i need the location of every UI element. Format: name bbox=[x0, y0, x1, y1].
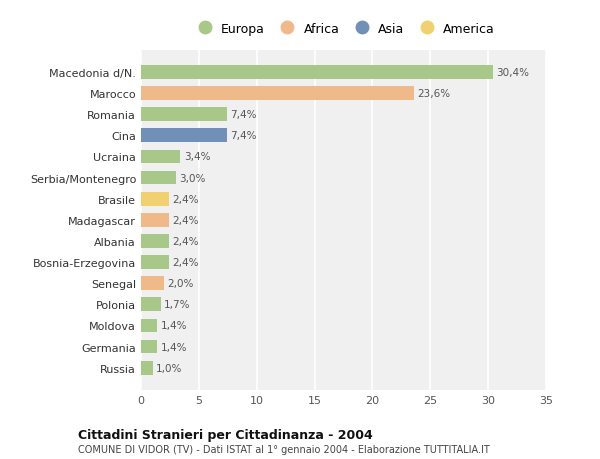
Bar bbox=[141, 361, 152, 375]
Bar bbox=[141, 192, 169, 206]
Text: 3,4%: 3,4% bbox=[184, 152, 211, 162]
Bar bbox=[141, 340, 157, 353]
Text: 2,4%: 2,4% bbox=[172, 257, 199, 268]
Text: 1,4%: 1,4% bbox=[161, 342, 187, 352]
Text: 2,0%: 2,0% bbox=[167, 279, 194, 289]
Bar bbox=[141, 129, 227, 143]
Text: 2,4%: 2,4% bbox=[172, 194, 199, 204]
Bar bbox=[141, 108, 227, 122]
Bar bbox=[141, 277, 164, 291]
Bar bbox=[141, 213, 169, 227]
Text: 23,6%: 23,6% bbox=[418, 89, 451, 99]
Text: Cittadini Stranieri per Cittadinanza - 2004: Cittadini Stranieri per Cittadinanza - 2… bbox=[78, 428, 373, 441]
Bar bbox=[141, 150, 181, 164]
Bar bbox=[141, 87, 414, 101]
Bar bbox=[141, 171, 176, 185]
Bar bbox=[141, 319, 157, 333]
Text: 2,4%: 2,4% bbox=[172, 236, 199, 246]
Bar bbox=[141, 235, 169, 248]
Text: 7,4%: 7,4% bbox=[230, 110, 257, 120]
Text: 7,4%: 7,4% bbox=[230, 131, 257, 141]
Legend: Europa, Africa, Asia, America: Europa, Africa, Asia, America bbox=[192, 23, 495, 36]
Bar bbox=[141, 66, 493, 79]
Text: 1,0%: 1,0% bbox=[156, 363, 182, 373]
Text: 2,4%: 2,4% bbox=[172, 215, 199, 225]
Bar bbox=[141, 298, 161, 312]
Text: 1,4%: 1,4% bbox=[161, 321, 187, 330]
Text: 1,7%: 1,7% bbox=[164, 300, 191, 310]
Text: COMUNE DI VIDOR (TV) - Dati ISTAT al 1° gennaio 2004 - Elaborazione TUTTITALIA.I: COMUNE DI VIDOR (TV) - Dati ISTAT al 1° … bbox=[78, 444, 490, 454]
Text: 30,4%: 30,4% bbox=[496, 68, 529, 78]
Bar bbox=[141, 256, 169, 269]
Text: 3,0%: 3,0% bbox=[179, 173, 206, 183]
